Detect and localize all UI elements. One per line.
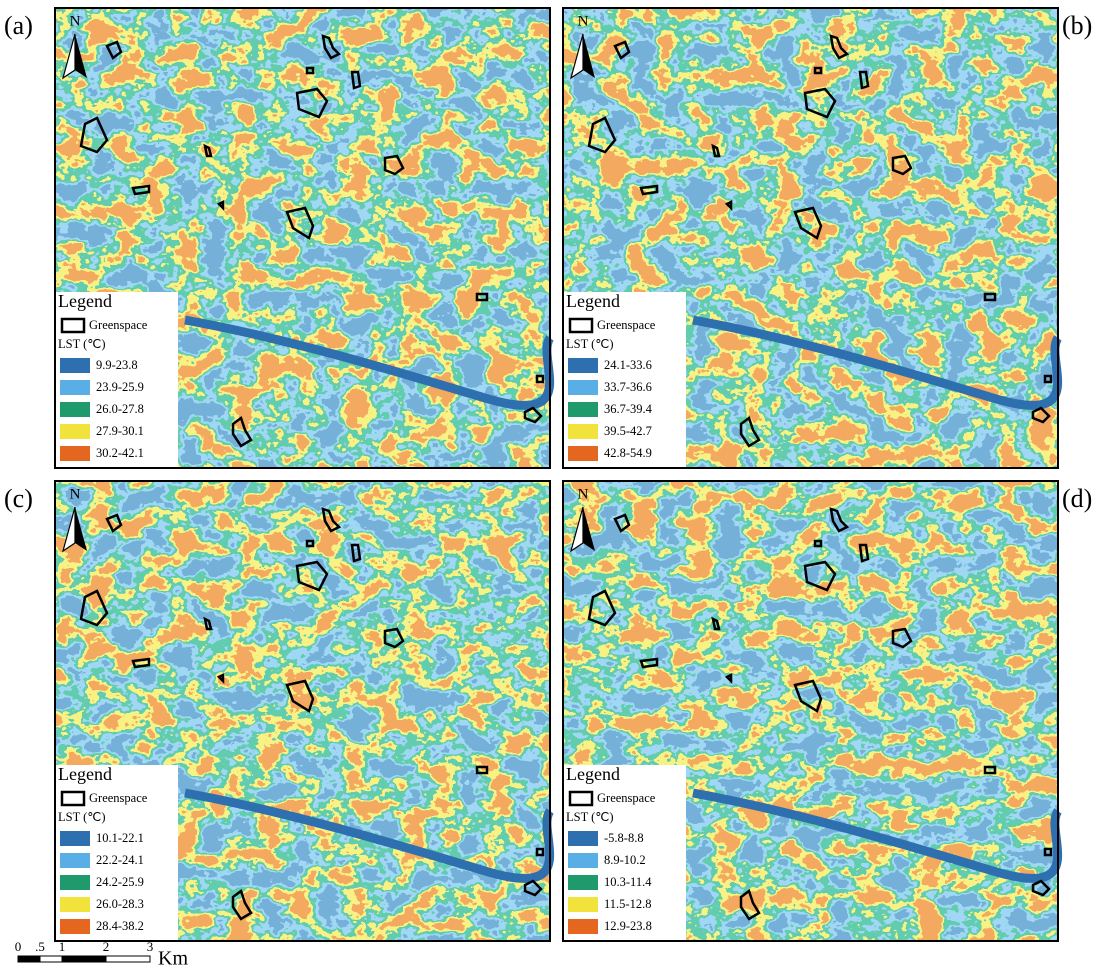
- legend-text: LST (℃): [566, 337, 614, 351]
- north-label: N: [70, 486, 81, 502]
- panel-label: (a): [4, 11, 33, 40]
- scale-tick-label: .5: [35, 939, 45, 954]
- legend-text: -5.8-8.8: [604, 831, 644, 845]
- legend-swatch: [60, 402, 90, 417]
- map-panel: N (a) Legend Greenspace LST (℃) 9.9-23.8 23.9-…: [4, 8, 550, 468]
- legend-swatch: [60, 831, 90, 846]
- legend-swatch: [568, 919, 598, 934]
- legend-swatch: [60, 897, 90, 912]
- legend-text: Greenspace: [89, 318, 148, 332]
- legend-text: 30.2-42.1: [96, 446, 144, 460]
- legend-text: 23.9-25.9: [96, 380, 144, 394]
- legend-text: LST (℃): [58, 810, 106, 824]
- legend-swatch: [60, 424, 90, 439]
- legend-text: 9.9-23.8: [96, 358, 138, 372]
- legend-text: Greenspace: [597, 318, 656, 332]
- scale-segment: [62, 956, 106, 962]
- map-panel: N (c) Legend Greenspace LST (℃) 10.1-22.1 22.2…: [4, 481, 550, 941]
- legend-text: 10.3-11.4: [604, 875, 652, 889]
- legend-swatch: [568, 875, 598, 890]
- legend-text: 24.1-33.6: [604, 358, 652, 372]
- scale-unit: Km: [158, 948, 188, 970]
- legend-swatch: [568, 853, 598, 868]
- legend-swatch: [60, 446, 90, 461]
- panel-label: (d): [1062, 484, 1092, 513]
- legend-swatch: [568, 358, 598, 373]
- legend-swatch: [568, 402, 598, 417]
- scale-tick-label: 1: [59, 939, 66, 954]
- legend-swatch: [568, 897, 598, 912]
- legend-text: 22.2-24.1: [96, 853, 144, 867]
- legend-swatch: [60, 853, 90, 868]
- legend-text: 11.5-12.8: [604, 897, 651, 911]
- legend-text: 12.9-23.8: [604, 919, 652, 933]
- panel-label: (c): [4, 484, 33, 513]
- legend-text: 8.9-10.2: [604, 853, 646, 867]
- scale-segment: [18, 956, 40, 962]
- legend-text: 26.0-27.8: [96, 402, 144, 416]
- scale-segment: [40, 956, 62, 962]
- legend-swatch: [60, 875, 90, 890]
- north-label: N: [70, 13, 81, 29]
- scale-tick-label: 0: [15, 939, 22, 954]
- scale-bar: 0 .5 1 2 3 Km: [15, 939, 189, 970]
- legend-text: 26.0-28.3: [96, 897, 144, 911]
- legend-text: LST (℃): [566, 810, 614, 824]
- legend-text: 42.8-54.9: [604, 446, 652, 460]
- legend-text: 36.7-39.4: [604, 402, 653, 416]
- legend-text: Greenspace: [89, 791, 148, 805]
- legend-text: 33.7-36.6: [604, 380, 652, 394]
- map-panel: N (d) Legend Greenspace LST (℃) -5.8-8.8 8.9-1…: [563, 481, 1092, 941]
- legend-swatch: [60, 380, 90, 395]
- legend-swatch: [568, 380, 598, 395]
- legend-swatch: [60, 358, 90, 373]
- scale-tick-label: 3: [147, 939, 154, 954]
- figure: N (a) Legend Greenspace LST (℃) 9.9-23.8 23.9-…: [0, 0, 1110, 976]
- north-label: N: [578, 13, 589, 29]
- legend-swatch: [568, 831, 598, 846]
- legend-title: Legend: [58, 291, 112, 311]
- legend-text: 27.9-30.1: [96, 424, 144, 438]
- legend-title: Legend: [566, 764, 620, 784]
- legend-swatch: [568, 424, 598, 439]
- legend-text: Greenspace: [597, 791, 656, 805]
- legend-text: LST (℃): [58, 337, 106, 351]
- map-panel: N (b) Legend Greenspace LST (℃) 24.1-33.6 33.7…: [563, 8, 1092, 468]
- legend-text: 24.2-25.9: [96, 875, 144, 889]
- north-label: N: [578, 486, 589, 502]
- scale-segment: [106, 956, 150, 962]
- panel-label: (b): [1062, 11, 1092, 40]
- legend-title: Legend: [58, 764, 112, 784]
- scale-tick-label: 2: [103, 939, 110, 954]
- legend-text: 28.4-38.2: [96, 919, 144, 933]
- legend-swatch: [568, 446, 598, 461]
- legend-swatch: [60, 919, 90, 934]
- legend-text: 39.5-42.7: [604, 424, 652, 438]
- legend-text: 10.1-22.1: [96, 831, 144, 845]
- legend-title: Legend: [566, 291, 620, 311]
